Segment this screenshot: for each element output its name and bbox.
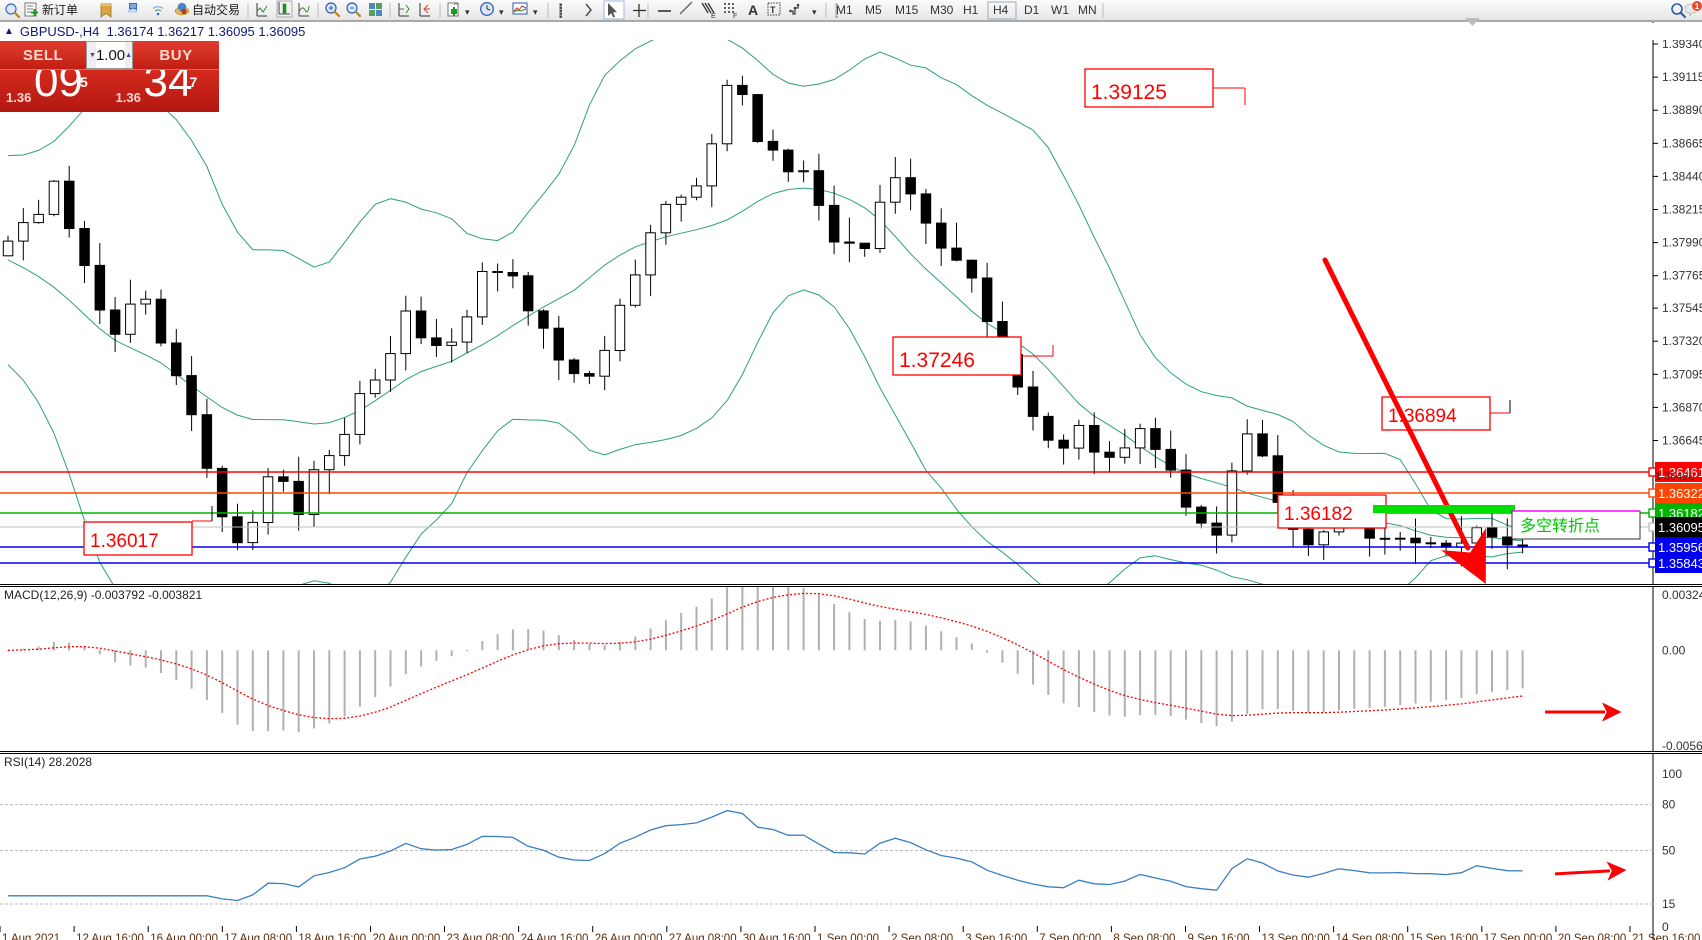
svg-text:18 Aug 16:00: 18 Aug 16:00 (298, 933, 366, 940)
svg-text:1.36420: 1.36420 (1655, 471, 1695, 483)
svg-text:1.39125: 1.39125 (1091, 81, 1167, 104)
svg-text:1.38215: 1.38215 (1662, 203, 1702, 217)
svg-text:MN: MN (1078, 3, 1097, 17)
svg-text:MACD(12,26,9) -0.003792 -0.003: MACD(12,26,9) -0.003792 -0.003821 (4, 588, 202, 602)
svg-text:14 Sep 08:00: 14 Sep 08:00 (1336, 933, 1404, 940)
svg-text:8 Sep 08:00: 8 Sep 08:00 (1113, 933, 1175, 940)
svg-text:1.37765: 1.37765 (1662, 269, 1702, 283)
svg-text:0.00: 0.00 (1662, 643, 1686, 657)
svg-text:15 Sep 16:00: 15 Sep 16:00 (1410, 933, 1478, 940)
svg-text:12 Aug 16:00: 12 Aug 16:00 (76, 933, 144, 940)
svg-text:▾: ▾ (499, 7, 504, 17)
svg-text:1.37320: 1.37320 (1662, 334, 1702, 348)
svg-text:1.36322: 1.36322 (1658, 486, 1702, 501)
svg-text:RSI(14) 28.2028: RSI(14) 28.2028 (4, 755, 92, 769)
svg-text:9 Sep 16:00: 9 Sep 16:00 (1188, 933, 1250, 940)
svg-text:100: 100 (1662, 767, 1682, 781)
svg-text:1.35843: 1.35843 (1658, 556, 1702, 571)
svg-text:1.36182: 1.36182 (1284, 504, 1353, 525)
svg-text:M5: M5 (865, 3, 882, 17)
svg-text:20 Aug 00:00: 20 Aug 00:00 (373, 933, 441, 940)
svg-text:W1: W1 (1051, 3, 1069, 17)
svg-text:1.36645: 1.36645 (1662, 434, 1702, 448)
svg-text:0.003243: 0.003243 (1662, 588, 1702, 602)
svg-text:7 Sep 00:00: 7 Sep 00:00 (1039, 933, 1101, 940)
svg-text:1.37246: 1.37246 (899, 349, 975, 372)
svg-text:1.38890: 1.38890 (1662, 103, 1702, 117)
svg-text:M1: M1 (836, 3, 853, 17)
svg-text:3 Sep 16:00: 3 Sep 16:00 (965, 933, 1027, 940)
svg-text:80: 80 (1662, 798, 1676, 812)
svg-text:1.38440: 1.38440 (1662, 169, 1702, 183)
svg-text:1.38665: 1.38665 (1662, 136, 1702, 150)
svg-text:2 Sep 08:00: 2 Sep 08:00 (891, 933, 953, 940)
svg-text:17 Sep 00:00: 17 Sep 00:00 (1484, 933, 1552, 940)
svg-text:1: 1 (1695, 2, 1700, 11)
svg-text:1 Aug 2021: 1 Aug 2021 (2, 933, 60, 940)
svg-text:1 Sep 00:00: 1 Sep 00:00 (817, 933, 879, 940)
svg-text:▾: ▾ (812, 7, 817, 17)
svg-text:23 Aug 08:00: 23 Aug 08:00 (447, 933, 515, 940)
svg-text:M30: M30 (930, 3, 954, 17)
svg-text:0: 0 (1662, 920, 1669, 934)
svg-text:17 Aug 08:00: 17 Aug 08:00 (224, 933, 292, 940)
svg-text:1.37990: 1.37990 (1662, 236, 1702, 250)
svg-text:27 Aug 08:00: 27 Aug 08:00 (669, 933, 737, 940)
svg-text:1.37545: 1.37545 (1662, 301, 1702, 315)
svg-text:21 Sep 16:00: 21 Sep 16:00 (1632, 933, 1700, 940)
svg-text:M15: M15 (895, 3, 919, 17)
svg-text:1.36870: 1.36870 (1662, 400, 1702, 414)
svg-text:1.35956: 1.35956 (1658, 540, 1702, 555)
svg-text:20 Sep 08:00: 20 Sep 08:00 (1558, 933, 1626, 940)
svg-text:16 Aug 00:00: 16 Aug 00:00 (150, 933, 218, 940)
svg-text:多空转折点: 多空转折点 (1520, 517, 1600, 535)
svg-text:26 Aug 00:00: 26 Aug 00:00 (595, 933, 663, 940)
svg-text:50: 50 (1662, 844, 1676, 858)
svg-text:1.36095: 1.36095 (1658, 520, 1702, 535)
svg-text:1.37095: 1.37095 (1662, 367, 1702, 381)
svg-text:15: 15 (1662, 897, 1676, 911)
svg-text:新订单: 新订单 (42, 2, 78, 17)
svg-text:1.39115: 1.39115 (1662, 70, 1702, 84)
svg-text:30 Aug 16:00: 30 Aug 16:00 (743, 933, 811, 940)
svg-text:T: T (770, 5, 776, 15)
svg-text:A: A (748, 2, 758, 18)
svg-text:H1: H1 (963, 3, 979, 17)
svg-text:D1: D1 (1024, 3, 1040, 17)
svg-text:自动交易: 自动交易 (192, 2, 240, 17)
svg-text:H4: H4 (993, 3, 1009, 17)
svg-text:1.36017: 1.36017 (90, 531, 159, 552)
svg-text:▾: ▾ (465, 7, 470, 17)
svg-text:24 Aug 16:00: 24 Aug 16:00 (521, 933, 589, 940)
svg-text:▾: ▾ (533, 7, 538, 17)
svg-text:13 Sep 00:00: 13 Sep 00:00 (1262, 933, 1330, 940)
